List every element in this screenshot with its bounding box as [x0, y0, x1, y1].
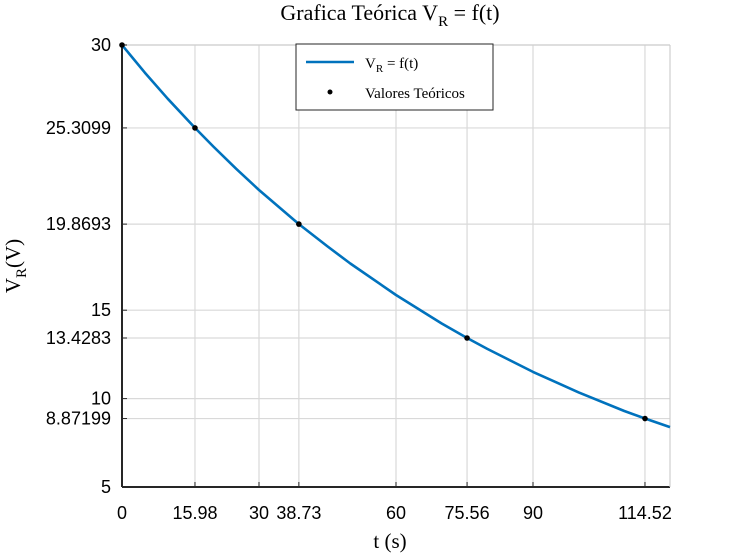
data-point-marker	[642, 415, 648, 422]
x-tick-label: 15.98	[172, 503, 217, 523]
y-tick-label: 8.87199	[46, 409, 111, 429]
legend: VR = f(t) Valores Teóricos	[295, 43, 494, 111]
chart-title: Grafica Teórica VR = f(t)	[280, 0, 499, 30]
legend-entry-curve: VR = f(t)	[365, 56, 418, 75]
y-tick-label: 25.3099	[46, 118, 111, 138]
x-axis-label: t (s)	[373, 529, 406, 553]
y-tick-label: 15	[91, 300, 111, 320]
data-point-marker	[464, 335, 470, 341]
x-tick-label: 114.52	[618, 503, 672, 523]
x-tick-label: 38.73	[276, 503, 321, 523]
plot-area	[119, 42, 671, 429]
legend-box	[295, 43, 494, 111]
y-tick-label: 10	[91, 389, 111, 409]
data-point-marker	[296, 221, 302, 227]
y-tick-label: 5	[101, 477, 111, 497]
y-tick-label: 19.8693	[46, 214, 111, 234]
x-tick-label: 0	[117, 503, 127, 523]
y-tick-label: 13.4283	[46, 328, 111, 348]
data-point-marker	[119, 42, 125, 48]
x-tick-label: 75.56	[445, 503, 490, 523]
legend-entry-points: Valores Teóricos	[365, 86, 465, 102]
data-point-marker	[192, 125, 198, 131]
x-tick-label: 60	[386, 503, 406, 523]
x-tick-label: 90	[523, 503, 543, 523]
y-tick-label: 30	[91, 35, 111, 55]
legend-marker-swatch	[327, 89, 333, 95]
y-axis-label: VR(V)	[1, 239, 30, 293]
x-tick-label: 30	[249, 503, 269, 523]
x-tick-labels: 0 15.98 30 38.73 60 75.56 90 114.52	[117, 503, 672, 523]
